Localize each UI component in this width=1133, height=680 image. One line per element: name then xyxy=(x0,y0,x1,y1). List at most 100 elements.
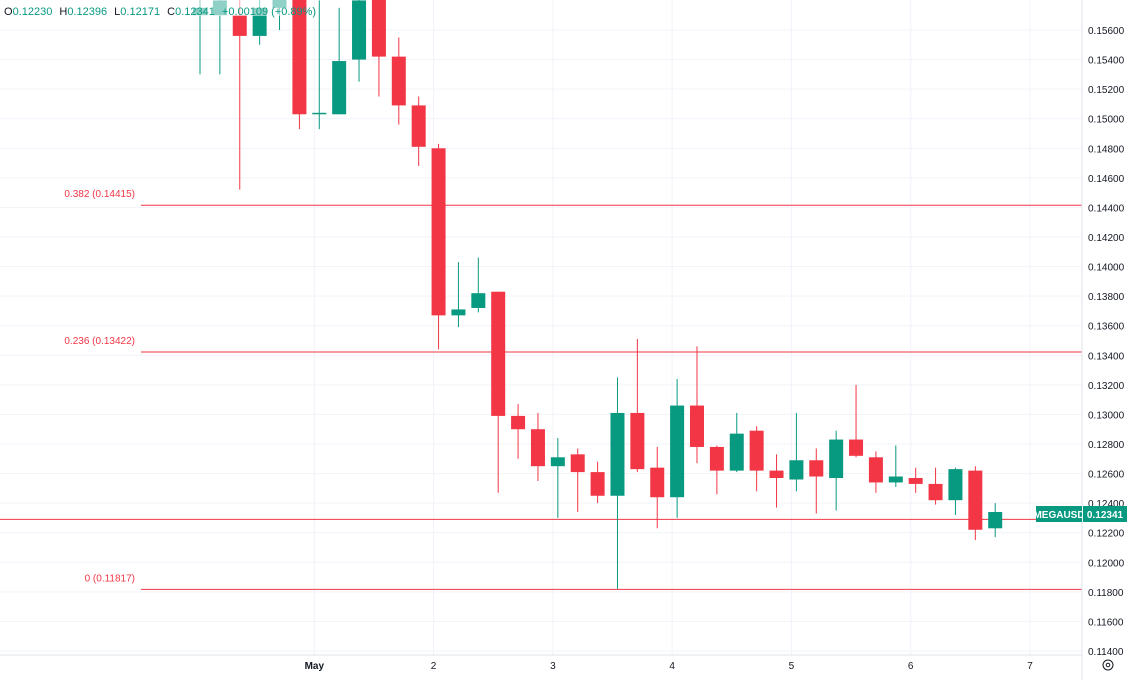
candle-body xyxy=(391,56,406,106)
y-tick-label: 0.13000 xyxy=(1088,410,1125,421)
candle-body xyxy=(709,446,724,471)
candle xyxy=(829,430,844,511)
candle xyxy=(352,0,367,82)
price-axis[interactable]: 0.11400 0.11600 0.11800 0.12000 0.12200 0.124… xyxy=(1081,0,1125,680)
candle xyxy=(511,404,526,459)
x-tick-label: 4 xyxy=(669,661,675,672)
candle-body xyxy=(630,412,645,470)
y-tick-label: 0.12000 xyxy=(1088,558,1125,569)
low-label: L xyxy=(114,6,121,18)
y-tick-label: 0.13400 xyxy=(1088,351,1125,362)
candle xyxy=(590,461,605,504)
candle-body xyxy=(530,429,545,467)
candle-body xyxy=(590,472,605,496)
candle-body xyxy=(570,454,585,473)
y-tick-label: 0.14800 xyxy=(1088,144,1125,155)
open-label: O xyxy=(4,6,13,18)
candle xyxy=(948,467,963,515)
candle-body xyxy=(888,476,903,483)
candle-body xyxy=(829,439,844,479)
grid-lines xyxy=(0,0,1082,655)
open-value: 0.12230 xyxy=(12,6,53,18)
time-axis[interactable]: May 2 3 4 5 6 7 xyxy=(0,654,1082,672)
candle xyxy=(868,451,883,493)
high-value: 0.12396 xyxy=(67,6,108,18)
candle-body xyxy=(968,470,983,530)
candle-body xyxy=(729,433,744,471)
candle xyxy=(530,412,545,481)
x-tick-label: 3 xyxy=(550,661,556,672)
candle-body xyxy=(809,460,824,477)
y-tick-label: 0.15200 xyxy=(1088,85,1125,96)
candle-body xyxy=(749,430,764,471)
current-price-label: 0.12341 xyxy=(1087,510,1124,521)
legend-overlay xyxy=(0,0,290,16)
y-tick-label: 0.11600 xyxy=(1088,617,1124,628)
candle-body xyxy=(431,148,446,316)
y-tick-label: 0.14400 xyxy=(1088,203,1125,214)
candle xyxy=(670,378,685,518)
candle xyxy=(789,412,804,492)
candle-body xyxy=(988,512,1003,529)
candle-body xyxy=(292,0,307,115)
candle-body xyxy=(868,457,883,483)
candle xyxy=(888,445,903,487)
y-tick-label: 0.14200 xyxy=(1088,233,1125,244)
y-tick-label: 0.12800 xyxy=(1088,440,1125,451)
candle-body xyxy=(411,105,426,147)
candle-body xyxy=(769,470,784,479)
candle xyxy=(809,448,824,514)
candle xyxy=(630,339,645,473)
close-value: 0.12341 xyxy=(175,6,215,18)
low-value: 0.12171 xyxy=(120,6,161,18)
candle xyxy=(849,384,864,458)
candle-body xyxy=(690,405,704,447)
candle xyxy=(371,0,386,97)
candle-body xyxy=(670,405,685,498)
candle-body xyxy=(908,478,923,484)
y-tick-label: 0.15400 xyxy=(1088,56,1125,67)
symbol-price-badge: MEGAUSD 0.12341 xyxy=(1033,506,1127,522)
candle-body xyxy=(511,415,526,430)
x-tick-label: 6 xyxy=(908,661,914,672)
fib-retracement-levels[interactable]: 0.382 (0.14415) 0.236 (0.13422) 0 (0.11817… xyxy=(0,189,1082,590)
candle xyxy=(908,467,923,493)
y-tick-label: 0.14600 xyxy=(1088,174,1125,185)
y-tick-label: 0.15600 xyxy=(1088,26,1125,37)
candle-body xyxy=(232,15,247,36)
x-tick-label: 7 xyxy=(1027,661,1033,672)
x-tick-label: 2 xyxy=(431,661,437,672)
fib-level-label: 0 (0.11817) xyxy=(85,573,135,584)
y-tick-label: 0.11800 xyxy=(1088,588,1124,599)
candle xyxy=(471,257,486,313)
candle-body xyxy=(451,309,466,316)
candle-body xyxy=(371,0,386,57)
candle xyxy=(292,0,307,130)
candle xyxy=(928,467,943,505)
candle-body xyxy=(312,112,327,115)
symbol-label: MEGAUSD xyxy=(1033,510,1084,521)
ohlc-legend: O0.12230 H0.12396 L0.12171 C0.12341 +0.0… xyxy=(4,6,320,18)
candle xyxy=(411,96,426,167)
y-tick-label: 0.12200 xyxy=(1088,529,1125,540)
x-tick-label: May xyxy=(305,661,325,672)
price-badge-bg xyxy=(1083,506,1127,522)
candle xyxy=(769,454,784,508)
change-value: +0.00109 (+0.89%) xyxy=(221,6,317,18)
symbol-badge-bg xyxy=(1036,506,1082,522)
candle xyxy=(749,426,764,492)
candle xyxy=(431,143,446,350)
candle xyxy=(550,438,565,518)
candle-body xyxy=(550,457,565,467)
candle xyxy=(451,262,466,328)
candle-body xyxy=(610,412,625,496)
gear-icon[interactable] xyxy=(1102,659,1114,671)
fib-level-label: 0.382 (0.14415) xyxy=(64,189,135,200)
candle xyxy=(570,448,585,513)
candle xyxy=(729,412,744,473)
y-tick-label: 0.11400 xyxy=(1088,647,1124,658)
candle xyxy=(650,446,665,529)
x-tick-label: 5 xyxy=(789,661,795,672)
candle xyxy=(312,0,327,130)
